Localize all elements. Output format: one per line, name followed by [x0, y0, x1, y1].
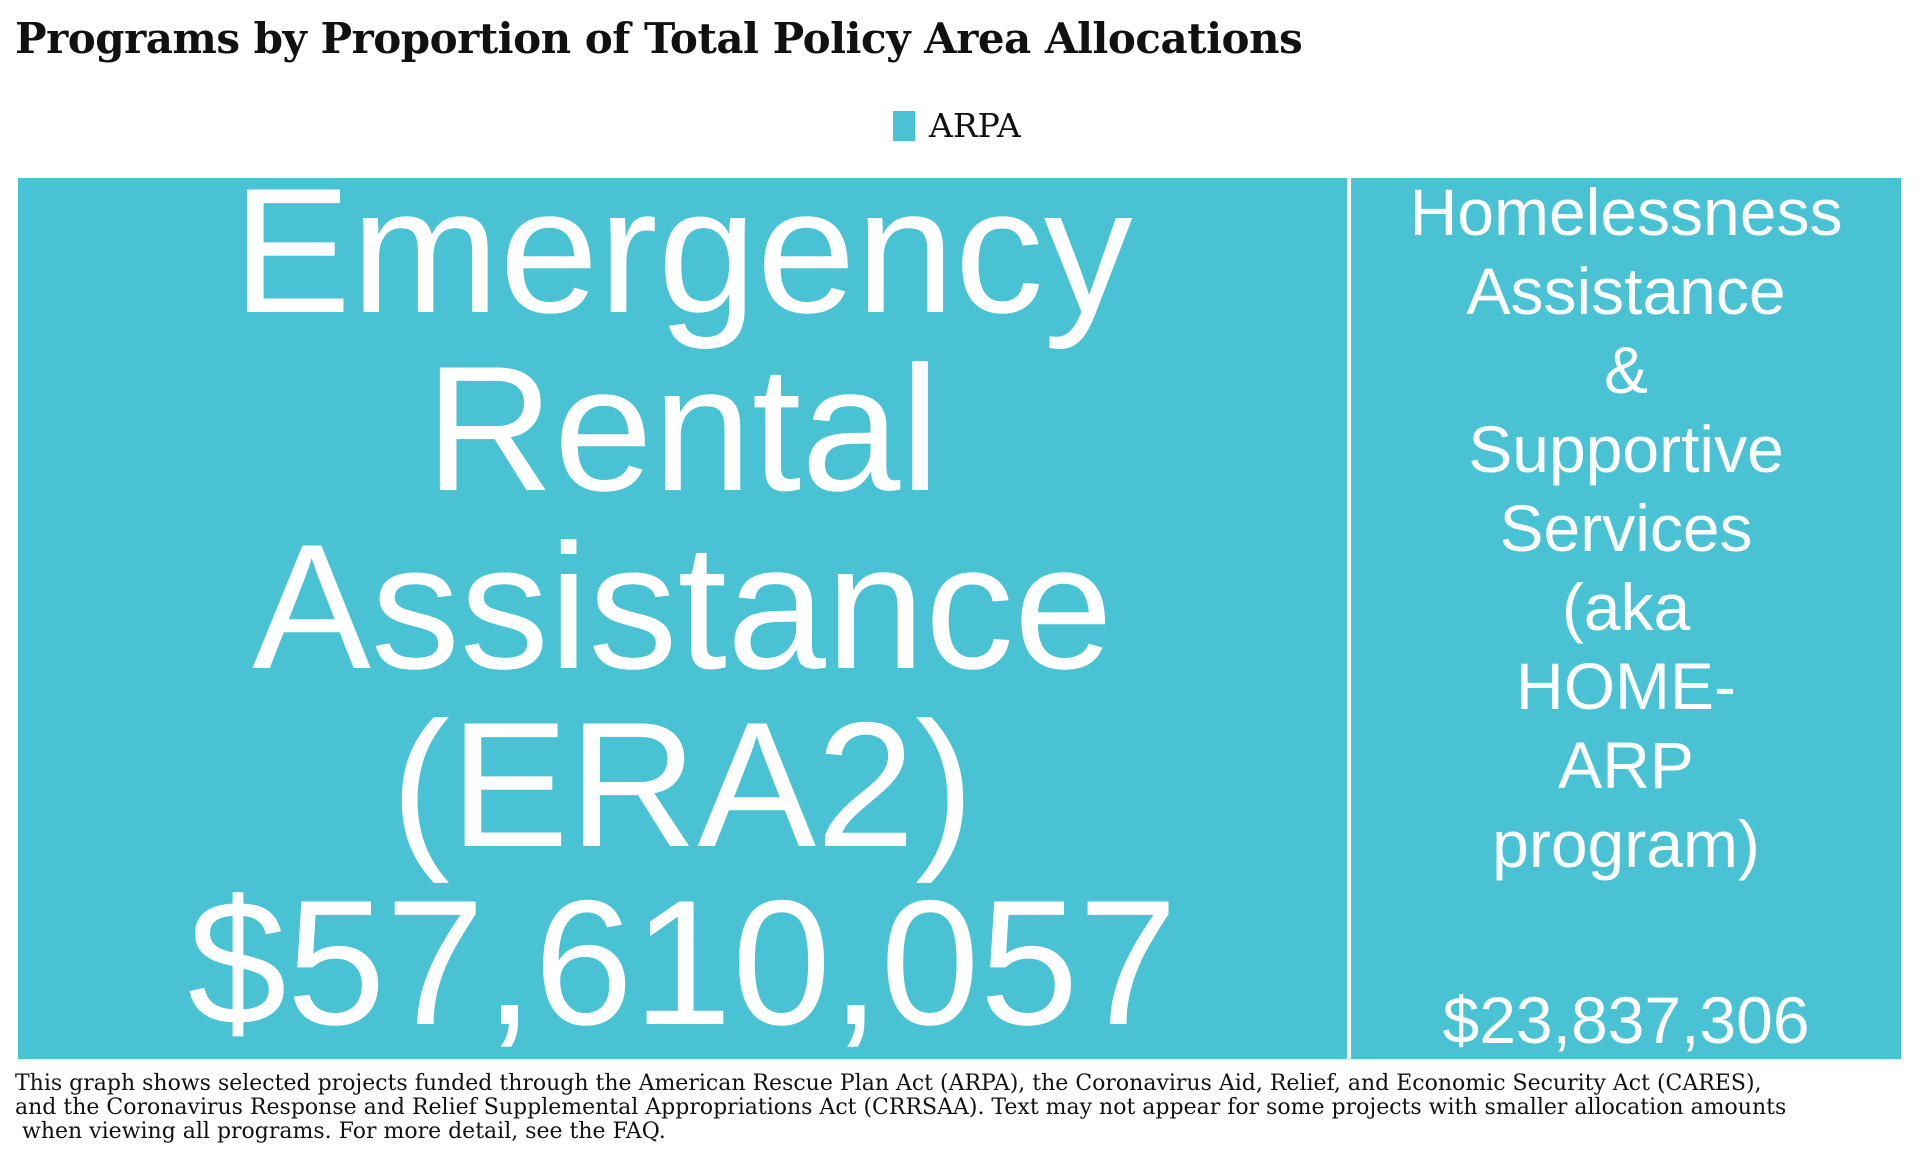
treemap-tile[interactable] — [1351, 178, 1901, 1059]
tile-label-line: Assistance — [1466, 254, 1785, 328]
tile-label-line: Supportive — [1468, 412, 1784, 486]
tile-label-line: Rental — [425, 329, 940, 528]
chart-title: Programs by Proportion of Total Policy A… — [15, 14, 1303, 63]
footnote-line: This graph shows selected projects funde… — [15, 1071, 1762, 1096]
tile-label-line: Emergency — [232, 151, 1132, 350]
tile-label-line: (ERA2) — [391, 685, 975, 884]
tile-label-line: & — [1604, 333, 1648, 407]
tile-label-line: ARP — [1558, 728, 1694, 802]
tile-value-label: $23,837,306 — [1443, 983, 1810, 1057]
legend[interactable]: ARPA — [893, 106, 1021, 145]
tile-label-line: $57,610,057 — [188, 863, 1178, 1062]
footnote-line: when viewing all programs. For more deta… — [15, 1119, 666, 1144]
tile-label-line: (aka — [1562, 570, 1691, 644]
footnote: This graph shows selected projects funde… — [15, 1072, 1905, 1144]
footnote-line: and the Coronavirus Response and Relief … — [15, 1095, 1787, 1120]
tile-label-line: Services — [1499, 491, 1752, 565]
treemap-tile[interactable] — [18, 178, 1348, 1059]
tile-label-line: Homelessness — [1410, 175, 1843, 249]
tile-label-line: Assistance — [252, 507, 1113, 706]
tile-label-line: program) — [1492, 807, 1760, 881]
legend-label-arpa: ARPA — [929, 106, 1021, 145]
tile-label-line: HOME- — [1516, 649, 1736, 723]
legend-swatch-arpa — [893, 110, 915, 141]
